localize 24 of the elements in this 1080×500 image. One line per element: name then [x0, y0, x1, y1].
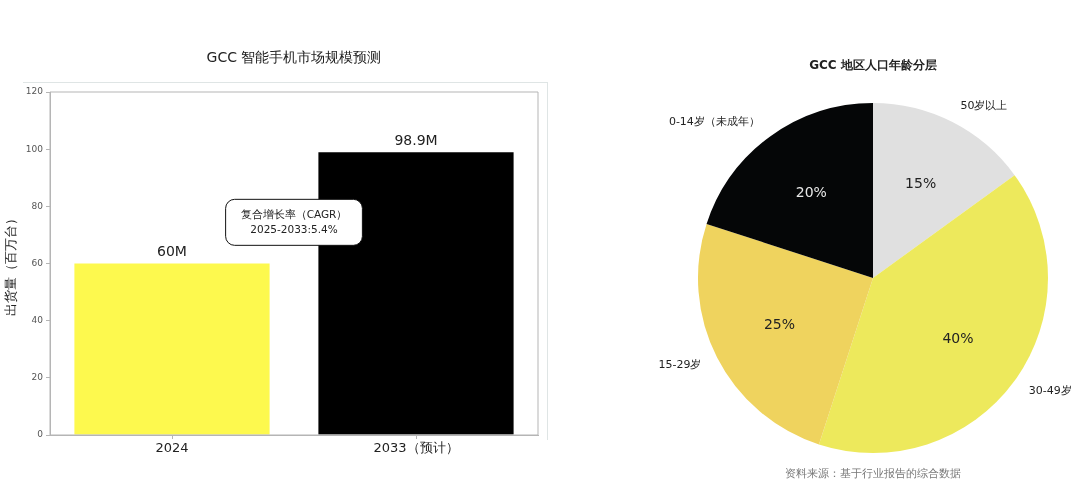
slice-label: 0-14岁（未成年） [668, 115, 760, 129]
y-tick-label: 20 [31, 372, 44, 383]
x-tick-label: 2033（预计） [373, 440, 459, 456]
data-label: 40% [942, 330, 974, 347]
data-label: 60M [157, 243, 187, 260]
chart-title: GCC 智能手机市场规模预测 [206, 48, 382, 65]
y-tick-label: 120 [25, 86, 44, 97]
y-axis-title: 出货量（百万台） [3, 211, 19, 316]
data-label: 20% [795, 183, 827, 200]
chart-title: GCC 地区人口年龄分层 [809, 58, 937, 73]
text: 资料来源：基于行业报告的综合数据 [785, 466, 961, 480]
data-label: 25% [763, 316, 796, 333]
y-tick-label: 80 [31, 200, 44, 211]
slice-label: 30-49岁 [1028, 384, 1072, 398]
annotation: 复合增长率（CAGR） 2025-2033:5.4% [240, 207, 348, 235]
data-label: 98.9M [394, 131, 438, 148]
y-tick-label: 60 [31, 257, 44, 268]
y-tick-label: 0 [37, 429, 44, 440]
slice-label: 15-29岁 [658, 358, 702, 372]
slice-label: 50岁以上 [960, 99, 1008, 113]
y-tick-label: 100 [25, 143, 44, 154]
x-tick-label: 2024 [155, 440, 189, 456]
data-label: 15% [905, 175, 937, 192]
y-tick-label: 40 [31, 315, 44, 326]
